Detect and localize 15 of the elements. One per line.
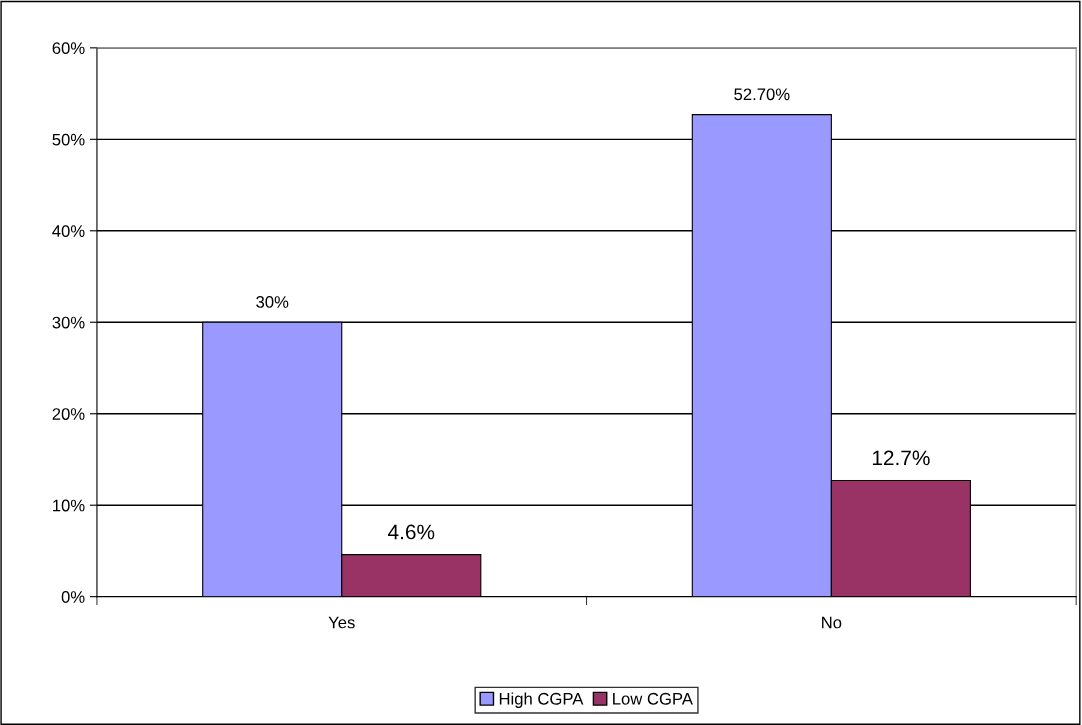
x-tick-label: Yes <box>328 616 355 629</box>
data-label: 4.6% <box>388 524 435 540</box>
legend-label: High CGPA <box>499 692 584 708</box>
y-tick-label: 60% <box>52 42 85 55</box>
y-tick-label: 10% <box>53 499 85 512</box>
y-tick-label: 40% <box>52 225 85 237</box>
data-label: 52.70% <box>734 88 790 101</box>
y-tick-label: 0% <box>61 591 85 603</box>
y-tick-label: 20% <box>52 408 85 420</box>
data-label: 30% <box>256 296 289 308</box>
y-tick-label: 50% <box>52 133 85 146</box>
data-label: 12.7% <box>872 450 930 466</box>
x-tick-label: No <box>822 616 842 629</box>
y-tick-label: 30% <box>52 316 85 329</box>
legend-label: Low CGPA <box>613 692 693 705</box>
